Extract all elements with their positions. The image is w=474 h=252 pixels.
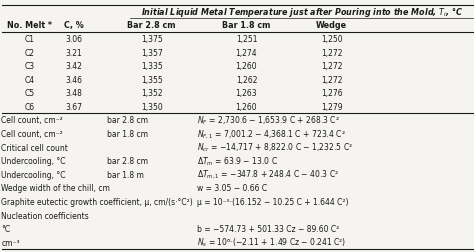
Text: 1,355: 1,355 <box>141 75 163 84</box>
Text: cm⁻³: cm⁻³ <box>1 238 20 247</box>
Text: C, %: C, % <box>64 21 83 30</box>
Text: Wedge width of the chill, cm: Wedge width of the chill, cm <box>1 184 110 193</box>
Text: 1,274: 1,274 <box>236 48 257 57</box>
Text: 3.46: 3.46 <box>65 75 82 84</box>
Text: 3.06: 3.06 <box>65 35 82 44</box>
Text: 1,260: 1,260 <box>236 62 257 71</box>
Text: 1,272: 1,272 <box>321 48 343 57</box>
Text: 1,350: 1,350 <box>141 103 163 111</box>
Text: Undercooling, °C: Undercooling, °C <box>1 170 66 179</box>
Text: Critical cell count: Critical cell count <box>1 143 68 152</box>
Text: 1,276: 1,276 <box>321 89 343 98</box>
Text: C4: C4 <box>25 75 35 84</box>
Text: $N_{cr}$ = −14,717 + 8,822.0 C − 1,232.5 C²: $N_{cr}$ = −14,717 + 8,822.0 C − 1,232.5… <box>197 141 353 154</box>
Text: Bar 2.8 cm: Bar 2.8 cm <box>128 21 176 30</box>
Text: 3.67: 3.67 <box>65 103 82 111</box>
Text: bar 1.8 cm: bar 1.8 cm <box>107 130 147 139</box>
Text: 3.42: 3.42 <box>65 62 82 71</box>
Text: 1,357: 1,357 <box>141 48 163 57</box>
Text: Initial Liquid Metal Temperature just after Pouring into the Mold, $T_i$, °C: Initial Liquid Metal Temperature just af… <box>141 6 463 19</box>
Text: Δ$T_{m,1}$ = −347.8 + 248.4 C − 40.3 C²: Δ$T_{m,1}$ = −347.8 + 248.4 C − 40.3 C² <box>197 169 339 181</box>
Text: $N_s$ = 10⁶·(−2.11 + 1.49 Cz − 0.241 C²): $N_s$ = 10⁶·(−2.11 + 1.49 Cz − 0.241 C²) <box>197 236 346 248</box>
Text: Graphite eutectic growth coefficient, μ, cm/(s·°C²): Graphite eutectic growth coefficient, μ,… <box>1 197 193 206</box>
Text: 1,250: 1,250 <box>321 35 343 44</box>
Text: No. Melt *: No. Melt * <box>8 21 52 30</box>
Text: 1,272: 1,272 <box>321 62 343 71</box>
Text: Nucleation coefficients: Nucleation coefficients <box>1 211 89 220</box>
Text: Cell count, cm⁻²: Cell count, cm⁻² <box>1 116 63 125</box>
Text: C6: C6 <box>25 103 35 111</box>
Text: Bar 1.8 cm: Bar 1.8 cm <box>222 21 271 30</box>
Text: 3.48: 3.48 <box>65 89 82 98</box>
Text: $N_F$ = 2,730.6 − 1,653.9 C + 268.3 C²: $N_F$ = 2,730.6 − 1,653.9 C + 268.3 C² <box>197 114 339 127</box>
Text: 1,335: 1,335 <box>141 62 163 71</box>
Text: 1,260: 1,260 <box>236 103 257 111</box>
Text: $N_{F,1}$ = 7,001.2 − 4,368.1 C + 723.4 C²: $N_{F,1}$ = 7,001.2 − 4,368.1 C + 723.4 … <box>197 128 346 140</box>
Text: C2: C2 <box>25 48 35 57</box>
Text: Δ$T_m$ = 63.9 − 13.0 C: Δ$T_m$ = 63.9 − 13.0 C <box>197 155 278 167</box>
Text: 1,262: 1,262 <box>236 75 257 84</box>
Text: 1,272: 1,272 <box>321 75 343 84</box>
Text: 1,279: 1,279 <box>321 103 343 111</box>
Text: Undercooling, °C: Undercooling, °C <box>1 156 66 166</box>
Text: w = 3.05 − 0.66 C: w = 3.05 − 0.66 C <box>197 184 267 193</box>
Text: μ = 10⁻⁵·(16.152 − 10.25 C + 1.644 C²): μ = 10⁻⁵·(16.152 − 10.25 C + 1.644 C²) <box>197 197 348 206</box>
Text: 1,263: 1,263 <box>236 89 257 98</box>
Text: 1,375: 1,375 <box>141 35 163 44</box>
Text: 1,352: 1,352 <box>141 89 163 98</box>
Text: bar 2.8 cm: bar 2.8 cm <box>107 156 147 166</box>
Text: 1,251: 1,251 <box>236 35 257 44</box>
Text: b = −574.73 + 501.33 Cz − 89.60 C²: b = −574.73 + 501.33 Cz − 89.60 C² <box>197 224 339 233</box>
Text: Wedge: Wedge <box>316 21 347 30</box>
Text: bar 2.8 cm: bar 2.8 cm <box>107 116 147 125</box>
Text: Cell count, cm⁻²: Cell count, cm⁻² <box>1 130 63 139</box>
Text: C3: C3 <box>25 62 35 71</box>
Text: C1: C1 <box>25 35 35 44</box>
Text: C5: C5 <box>25 89 35 98</box>
Text: 3.21: 3.21 <box>65 48 82 57</box>
Text: °C: °C <box>1 224 10 233</box>
Text: bar 1.8 m: bar 1.8 m <box>107 170 144 179</box>
